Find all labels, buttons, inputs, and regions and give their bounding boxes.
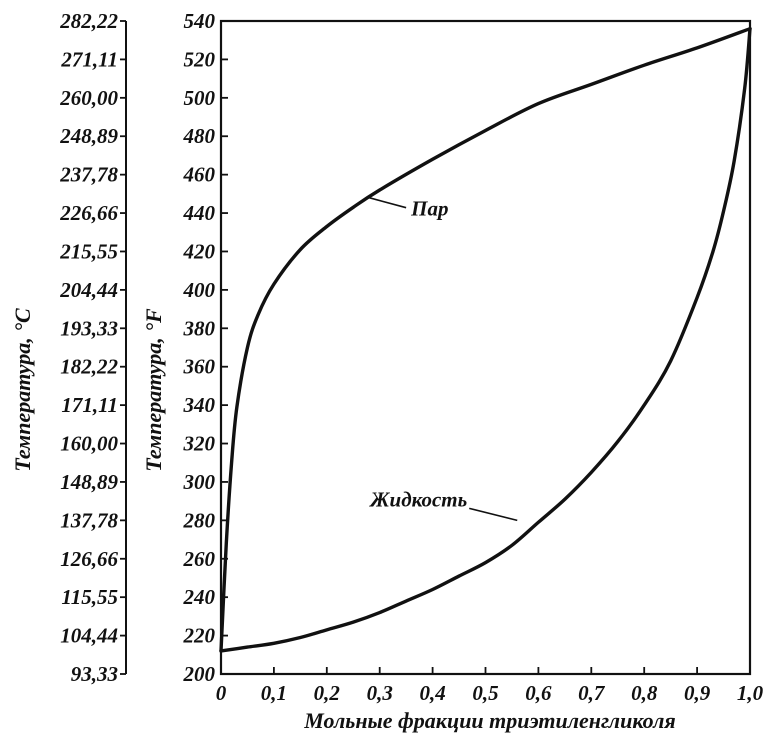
y-axis-title-celsius: Температура, °C: [10, 308, 35, 472]
series-group: [219, 26, 752, 653]
f-tick-label: 420: [183, 239, 216, 263]
plot-frame-group: [125, 19, 752, 676]
c-tick-label: 271,11: [60, 47, 118, 71]
f-tick-label: 460: [183, 163, 216, 187]
x-tick-label: 0,9: [684, 681, 711, 705]
x-tick-label: 0,4: [419, 681, 445, 705]
f-tick-label: 440: [183, 201, 216, 225]
f-tick-label: 520: [184, 47, 216, 71]
f-tick-label: 240: [183, 585, 216, 609]
liquid-curve: [219, 26, 752, 653]
celsius-axis: 93,33 104,44 115,55 126,66 137,78 148,89 160,0…: [59, 9, 126, 686]
c-tick-label: 248,89: [59, 124, 118, 148]
c-tick-label: 104,44: [60, 624, 118, 648]
c-tick-label: 160,00: [60, 432, 118, 456]
annotation-label: Жидкость: [368, 487, 467, 511]
fahrenheit-axis: 200 220 240 260 280 300 320 340 360 380 400 420 440 4…: [183, 9, 228, 686]
x-tick-label: 0: [216, 681, 227, 705]
c-tick-label: 126,66: [60, 547, 118, 571]
x-axis: 0 0,1 0,2 0,3 0,4 0,5 0,6 0,7 0,8 0,9 1,0: [216, 667, 764, 705]
c-tick-label: 193,33: [60, 316, 118, 340]
f-tick-label: 480: [183, 124, 216, 148]
f-tick-label: 380: [183, 316, 216, 340]
c-tick-label: 115,55: [61, 585, 118, 609]
x-tick-label: 0,2: [314, 681, 341, 705]
c-tick-label: 215,55: [59, 239, 118, 263]
y-axis-title-fahrenheit: Температура, °F: [141, 308, 166, 472]
f-tick-label: 500: [184, 86, 216, 110]
f-tick-label: 280: [183, 508, 216, 532]
annotation-group: Пар Жидкость: [368, 196, 518, 522]
x-tick-label: 0,1: [261, 681, 287, 705]
c-tick-label: 204,44: [59, 278, 118, 302]
annotation-label: Пар: [410, 197, 448, 221]
f-tick-label: 220: [183, 624, 216, 648]
f-tick-label: 340: [183, 393, 216, 417]
c-tick-label: 137,78: [60, 508, 118, 532]
x-tick-label: 0,8: [631, 681, 658, 705]
c-tick-label: 282,22: [59, 9, 118, 33]
c-tick-label: 171,11: [61, 393, 118, 417]
plot-frame: [219, 19, 752, 676]
c-tick-label: 182,22: [60, 355, 118, 379]
annotation-leader: [469, 507, 518, 522]
f-tick-label: 400: [183, 278, 216, 302]
f-tick-label: 540: [184, 9, 216, 33]
x-axis-title: Мольные фракции триэтиленгликоля: [303, 708, 675, 733]
c-tick-label: 260,00: [59, 86, 118, 110]
f-tick-label: 360: [183, 355, 216, 379]
f-tick-label: 320: [183, 432, 216, 456]
c-tick-label: 237,78: [59, 163, 118, 187]
vapor-curve: [219, 26, 752, 653]
x-tick-label: 0,6: [525, 681, 552, 705]
c-tick-label: 148,89: [60, 470, 118, 494]
c-tick-label: 226,66: [59, 201, 118, 225]
annotation-leader: [368, 196, 407, 209]
x-tick-label: 1,0: [737, 681, 764, 705]
f-tick-label: 200: [183, 662, 216, 686]
c-tick-label: 93,33: [71, 662, 118, 686]
x-tick-label: 0,3: [367, 681, 393, 705]
f-tick-label: 260: [183, 547, 216, 571]
x-tick-label: 0,7: [578, 681, 606, 705]
x-tick-label: 0,5: [472, 681, 498, 705]
f-tick-label: 300: [183, 470, 216, 494]
